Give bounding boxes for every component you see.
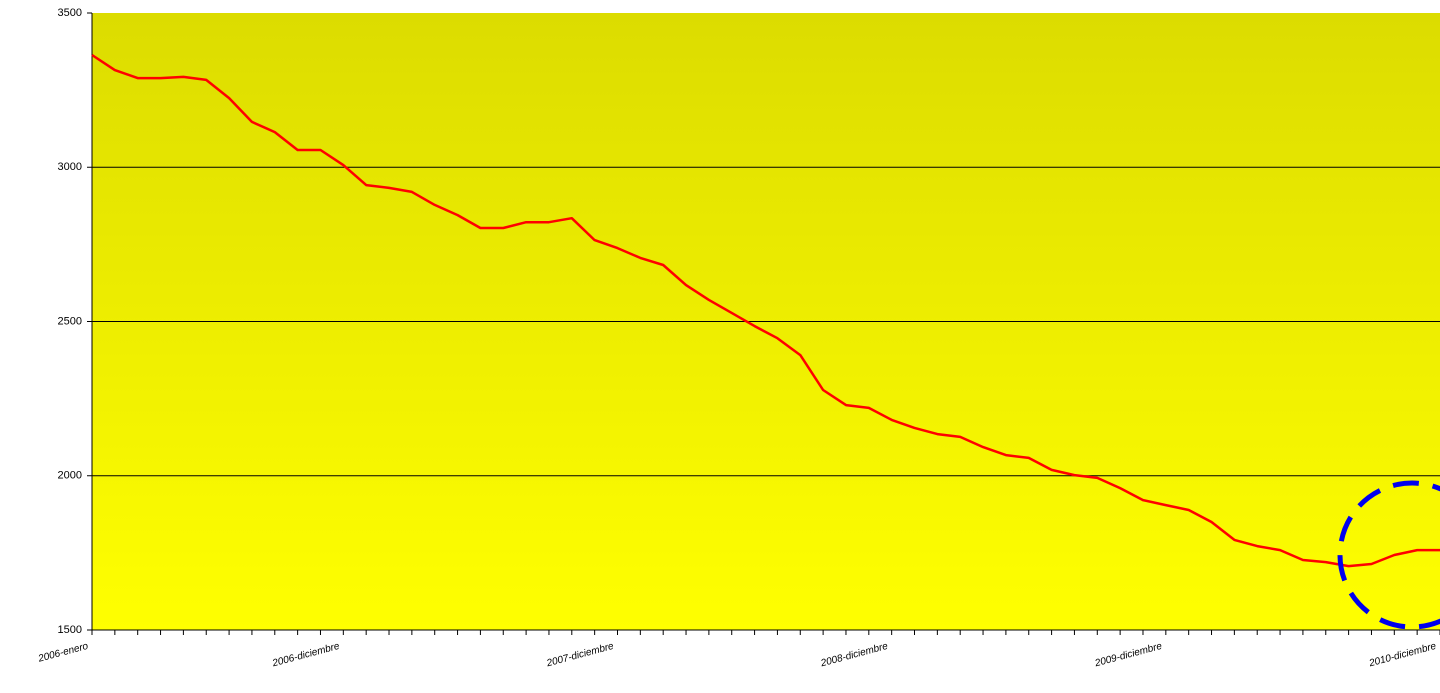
x-tick-label: 2008-diciembre <box>819 641 890 670</box>
y-tick-label: 3000 <box>58 161 82 173</box>
line-series <box>91 53 1440 568</box>
x-tick-label: 2006-diciembre <box>270 641 341 670</box>
x-tick-label: 2007-diciembre <box>545 641 616 670</box>
x-tick-label: 2006-enero <box>36 641 90 665</box>
highlight-circle <box>1337 480 1440 630</box>
y-tick-label: 1500 <box>58 624 82 636</box>
y-tick-label: 2000 <box>58 470 82 482</box>
x-tick-label: 2009-diciembre <box>1093 641 1164 670</box>
x-tick-label: 2010-diciembre <box>1367 641 1438 670</box>
y-tick-label: 3500 <box>58 7 82 19</box>
y-tick-label: 2500 <box>58 315 82 327</box>
